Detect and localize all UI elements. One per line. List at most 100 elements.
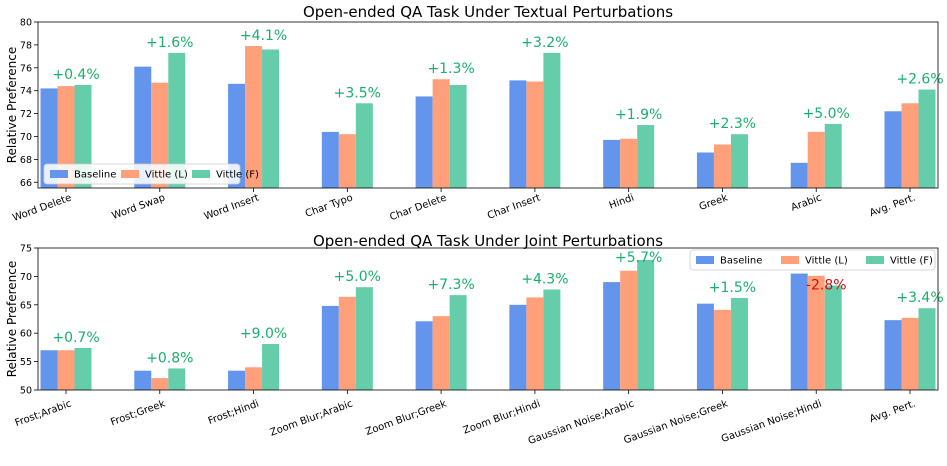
improvement-annotation: +3.2% xyxy=(521,35,568,51)
bar-baseline xyxy=(228,370,246,390)
y-tick-label: 78 xyxy=(20,40,32,51)
x-tick-label: Char Delete xyxy=(388,192,448,223)
bar-vittle-l xyxy=(807,131,825,188)
x-tick-label: Gaussian Noise;Arabic xyxy=(527,398,636,447)
legend-swatch xyxy=(866,256,884,264)
y-tick-label: 72 xyxy=(20,109,32,120)
bar-vittle-l xyxy=(432,316,450,390)
improvement-annotation: +5.0% xyxy=(803,106,850,122)
legend-label: Baseline xyxy=(74,170,116,181)
improvement-annotation: +1.5% xyxy=(709,280,756,296)
bar-vittle-f xyxy=(355,287,373,390)
bar-vittle-l xyxy=(151,378,169,390)
legend-label: Vittle (L) xyxy=(145,170,188,181)
improvement-annotation: +3.4% xyxy=(896,290,943,306)
legend-swatch xyxy=(781,256,799,264)
bar-vittle-f xyxy=(918,89,936,188)
y-tick-label: 70 xyxy=(20,132,32,143)
legend-label: Baseline xyxy=(720,256,762,267)
improvement-annotation: +7.3% xyxy=(427,277,474,293)
chart-title: Open-ended QA Task Under Textual Perturb… xyxy=(303,3,673,21)
improvement-annotation: +1.3% xyxy=(427,61,474,77)
y-axis-label: Relative Preference xyxy=(5,47,19,164)
bar-vittle-l xyxy=(57,86,75,188)
y-tick-label: 76 xyxy=(20,63,32,74)
legend: Baseline Vittle (L) Vittle (F) xyxy=(689,249,936,271)
x-tick-label: Char Insert xyxy=(486,192,542,221)
improvement-annotation: +2.3% xyxy=(709,116,756,132)
bar-vittle-l xyxy=(620,270,638,390)
bar-vittle-l xyxy=(901,103,919,188)
bar-vittle-l xyxy=(901,317,919,390)
legend-label: Vittle (F) xyxy=(890,256,933,267)
bar-vittle-f xyxy=(74,84,92,188)
x-tick-label: Word Insert xyxy=(203,192,261,222)
bar-vittle-f xyxy=(543,289,561,390)
y-tick-label: 75 xyxy=(20,244,32,255)
x-tick-label: Avg. Pert. xyxy=(868,398,917,425)
bar-baseline xyxy=(321,305,339,390)
bar-vittle-l xyxy=(338,296,356,390)
bar-baseline xyxy=(696,303,714,390)
y-tick-label: 55 xyxy=(20,357,32,368)
bar-vittle-f xyxy=(355,103,373,188)
x-tick-label: Zoom Blur;Arabic xyxy=(269,398,355,438)
chart-panel-2: Open-ended QA Task Under Joint Perturbat… xyxy=(5,232,944,447)
bar-baseline xyxy=(415,96,433,188)
x-tick-label: Zoom Blur;Greek xyxy=(364,398,448,438)
bar-baseline xyxy=(603,282,621,390)
bar-baseline xyxy=(790,273,808,390)
x-tick-label: Greek xyxy=(698,192,730,213)
x-tick-label: Hindi xyxy=(608,192,636,211)
bar-baseline xyxy=(134,370,152,390)
bar-vittle-l xyxy=(713,309,731,390)
bar-vittle-f xyxy=(168,368,186,390)
bar-vittle-f xyxy=(262,343,280,390)
y-tick-label: 60 xyxy=(20,329,32,340)
improvement-annotation: +1.6% xyxy=(146,35,193,51)
bar-vittle-l xyxy=(151,82,169,188)
bar-vittle-f xyxy=(637,259,655,390)
x-tick-label: Arabic xyxy=(790,192,824,213)
legend-label: Vittle (F) xyxy=(216,170,259,181)
legend-box xyxy=(43,163,241,185)
legend-swatch xyxy=(50,170,68,178)
y-tick-label: 66 xyxy=(20,178,32,189)
chart-title: Open-ended QA Task Under Joint Perturbat… xyxy=(313,232,663,250)
bar-vittle-f xyxy=(262,49,280,188)
bar-vittle-f xyxy=(168,52,186,189)
bar-vittle-l xyxy=(620,138,638,188)
x-tick-label: Frost;Hindi xyxy=(207,398,261,427)
x-tick-label: Zoom Blur;Hindi xyxy=(462,398,542,436)
y-tick-label: 74 xyxy=(20,86,32,97)
improvement-annotation: -2.8% xyxy=(806,278,847,294)
bar-vittle-f xyxy=(730,134,748,188)
bar-baseline xyxy=(509,80,527,188)
improvement-annotation: +0.8% xyxy=(146,350,193,366)
bar-baseline xyxy=(321,131,339,188)
bar-baseline xyxy=(40,88,58,188)
x-tick-label: Frost;Greek xyxy=(109,398,167,428)
bar-vittle-f xyxy=(74,347,92,390)
improvement-annotation: +4.3% xyxy=(521,271,568,287)
bar-vittle-l xyxy=(807,275,825,390)
bar-vittle-l xyxy=(245,367,263,390)
legend-swatch xyxy=(121,170,139,178)
improvement-annotation: +4.1% xyxy=(240,28,287,44)
bar-vittle-l xyxy=(713,144,731,188)
bar-vittle-l xyxy=(526,297,544,390)
x-tick-label: Word Swap xyxy=(111,192,167,221)
bar-baseline xyxy=(884,320,902,390)
improvement-annotation: +0.4% xyxy=(52,67,99,83)
improvement-annotation: +9.0% xyxy=(240,326,287,342)
bar-baseline xyxy=(40,350,58,390)
bar-vittle-l xyxy=(526,81,544,188)
legend-box xyxy=(689,249,936,271)
y-tick-label: 50 xyxy=(20,386,32,397)
bar-vittle-l xyxy=(432,79,450,188)
improvement-annotation: +5.7% xyxy=(615,250,662,266)
bar-baseline xyxy=(603,139,621,188)
improvement-annotation: +3.5% xyxy=(334,85,381,101)
legend-swatch xyxy=(192,170,210,178)
